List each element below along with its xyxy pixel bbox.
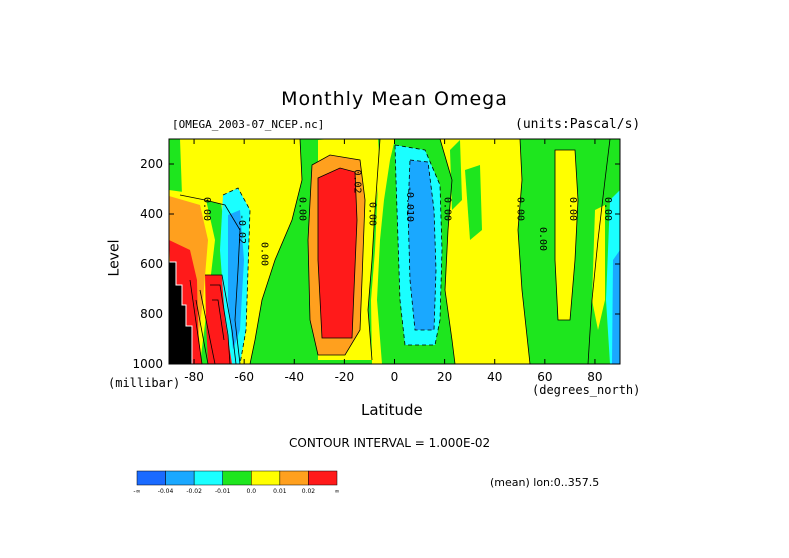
x-tick-label: -20 [335,370,355,384]
x-tick-label: 40 [487,370,502,384]
y-tick-label: 400 [140,207,163,221]
colorbar-label: 0.02 [302,488,316,495]
colorbar-label: -0.01 [215,488,231,495]
contour-label: 0.00 [296,197,307,221]
negative-region [612,250,620,364]
units-label: (units:Pascal/s) [515,117,641,132]
chart-title: Monthly Mean Omega [281,88,508,110]
y-unit-label: (millibar) [108,376,181,390]
y-axis-ticks: 200 400 600 800 1000 [132,157,620,371]
neutral-region [465,165,482,240]
x-tick-label: 80 [587,370,602,384]
positive-region [256,190,272,280]
contour-label: 0.00 [514,197,525,221]
plot-field [169,139,620,364]
x-axis-label: Latitude [361,401,423,419]
y-tick-label: 200 [140,157,163,171]
positive-region [371,139,395,364]
x-axis-ticks: -80 -60 -40 -20 0 20 40 60 80 [184,139,603,384]
x-tick-label: -80 [184,370,204,384]
contour-label: 0.00 [537,227,548,251]
contour-label: -0.010 [404,186,415,222]
colorbar-swatch [222,470,252,486]
contour-label: 0.00 [366,202,377,226]
colorbar-swatch [251,470,281,486]
terrain-mask [169,262,192,364]
x-tick-label: 20 [437,370,452,384]
contour-interval-text: CONTOUR INTERVAL = 1.000E-02 [289,436,491,450]
colorbar-swatch [165,470,195,486]
x-unit-label: (degrees_north) [532,383,641,397]
x-tick-label: -40 [284,370,304,384]
positive-region [555,150,578,320]
colorbar-swatch [193,470,223,486]
contour-label: -0.02 [236,214,247,244]
colorbar-label: -0.04 [158,488,174,495]
negative-region [228,210,244,350]
x-tick-label: -60 [234,370,254,384]
neutral-region [450,140,462,210]
y-tick-label: 800 [140,307,163,321]
colorbar-swatch [279,470,309,486]
file-label: [OMEGA_2003-07_NCEP.nc] [172,118,325,131]
terrain-edge [169,261,193,364]
colorbar: -∞ -0.04 -0.02 -0.01 0.0 0.01 0.02 ∞ [133,470,340,495]
positive-region [318,168,357,338]
contour-label: 0.00 [201,197,212,221]
contour-lines [179,139,611,364]
colorbar-label: -0.02 [186,488,202,495]
positive-region [440,139,530,364]
colorbar-label: 0.01 [273,488,287,495]
colorbar-label: ∞ [335,488,340,495]
positive-region [592,205,605,330]
contour-label: 0.00 [259,242,270,266]
contour-label: 0.00 [602,197,613,221]
negative-region [408,160,436,330]
x-tick-label: 60 [537,370,552,384]
contour-label: 0.02 [351,169,362,193]
colorbar-swatch [308,470,338,486]
y-tick-label: 600 [140,257,163,271]
x-tick-label: 0 [391,370,399,384]
contour-label: 0.00 [442,197,453,221]
colorbar-label: 0.0 [247,488,257,495]
y-tick-label: 1000 [132,357,163,371]
colorbar-label: -∞ [133,488,140,495]
contour-labels: 0.00 -0.02 0.00 0.00 0.02 0.00 -0.010 0.00 0.00 0… [201,169,613,266]
contour-label: 0.00 [567,197,578,221]
colorbar-swatch [136,470,166,486]
mean-text: (mean) lon:0..357.5 [490,476,600,489]
